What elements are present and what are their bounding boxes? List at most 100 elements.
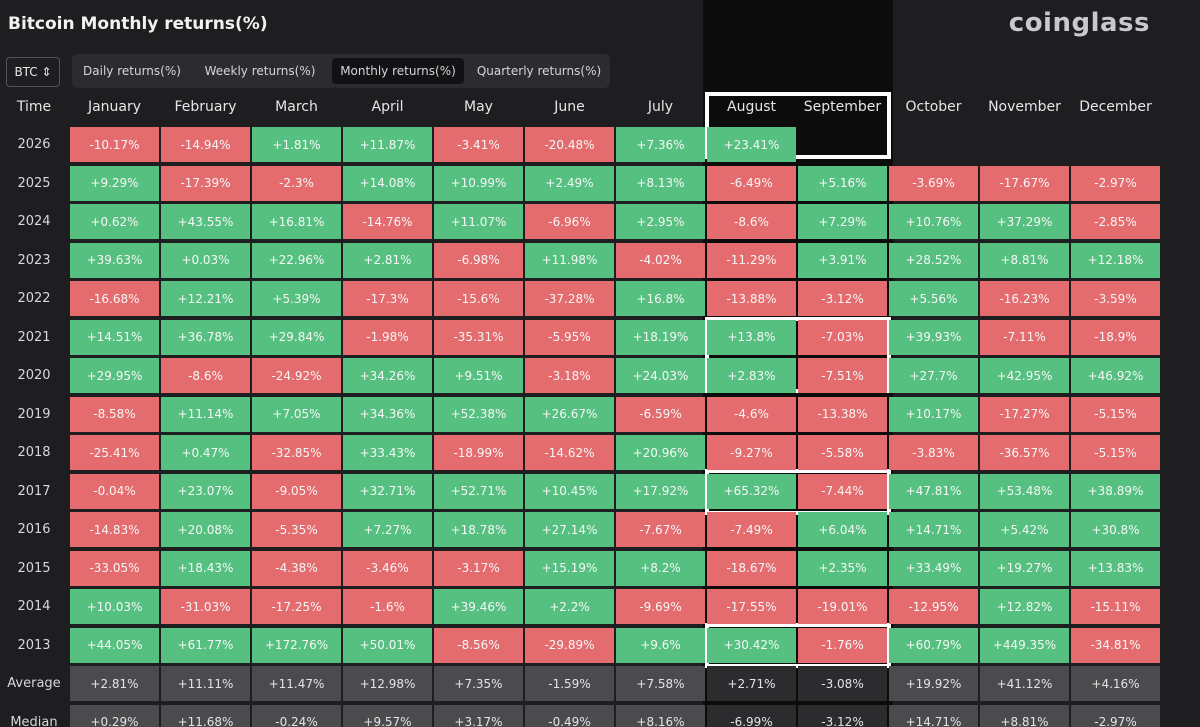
return-cell: -31.03% — [161, 589, 250, 624]
return-cell: -2.85% — [1071, 204, 1160, 239]
summary-cell: +19.92% — [889, 666, 978, 701]
return-cell: -5.35% — [252, 512, 341, 547]
return-cell: +0.47% — [161, 435, 250, 470]
return-cell: +29.95% — [70, 358, 159, 393]
return-cell: -8.6% — [161, 358, 250, 393]
return-cell: -17.39% — [161, 165, 250, 201]
tab[interactable]: Quarterly returns(%) — [476, 64, 602, 78]
return-cell: -14.62% — [525, 435, 614, 470]
return-cell: +46.92% — [1071, 358, 1160, 393]
return-cell: +2.81% — [343, 242, 432, 278]
return-cell: -3.17% — [434, 550, 523, 586]
row-label: 2020 — [17, 368, 51, 383]
summary-cell: -0.24% — [252, 704, 341, 727]
column-header: December — [1079, 99, 1152, 115]
return-cell: +16.8% — [616, 281, 705, 316]
return-cell: +2.83% — [707, 358, 796, 393]
return-cell: -3.18% — [525, 358, 614, 393]
return-cell: +13.83% — [1071, 550, 1160, 586]
return-cell: -9.05% — [252, 473, 341, 509]
return-cell: +14.71% — [889, 512, 978, 547]
return-cell: +14.51% — [70, 319, 159, 355]
return-cell: -3.46% — [343, 550, 432, 586]
return-cell: +42.95% — [980, 358, 1069, 393]
return-cell: -8.58% — [70, 396, 159, 432]
return-cell: +12.18% — [1071, 242, 1160, 278]
summary-cell: -3.08% — [798, 666, 887, 701]
return-cell: +50.01% — [343, 627, 432, 663]
return-cell: +11.07% — [434, 204, 523, 239]
return-cell: +10.45% — [525, 473, 614, 509]
tab[interactable]: Monthly returns(%) — [332, 58, 464, 84]
return-cell: +2.49% — [525, 165, 614, 201]
tab[interactable]: Weekly returns(%) — [204, 64, 316, 78]
return-cell: +11.14% — [161, 396, 250, 432]
row-label: 2024 — [17, 214, 51, 229]
column-header: August — [727, 99, 776, 115]
summary-cell: +2.81% — [70, 666, 159, 701]
return-cell: -15.6% — [434, 281, 523, 316]
tab[interactable]: Daily returns(%) — [83, 64, 181, 78]
coin-selector[interactable]: BTC ⇕ — [6, 57, 60, 87]
summary-cell: +0.29% — [70, 704, 159, 727]
return-cell: -5.15% — [1071, 435, 1160, 470]
row-label: 2015 — [17, 560, 51, 576]
summary-cell: -0.49% — [525, 704, 614, 727]
return-cell: -19.01% — [798, 589, 887, 624]
row-label: Average — [7, 676, 61, 691]
return-cell: -25.41% — [70, 435, 159, 470]
return-cell: +30.42% — [707, 627, 796, 663]
return-cell: +32.71% — [343, 473, 432, 509]
return-cell: +6.04% — [798, 512, 887, 547]
row-label: 2022 — [17, 291, 51, 306]
summary-cell: -6.99% — [707, 704, 796, 727]
column-header: February — [174, 99, 237, 115]
return-cell: +1.81% — [252, 127, 341, 162]
return-cell: +11.87% — [343, 127, 432, 162]
summary-cell: +11.47% — [252, 666, 341, 701]
return-cell: +12.21% — [161, 281, 250, 316]
return-cell: -12.95% — [889, 589, 978, 624]
return-cell: +11.98% — [525, 242, 614, 278]
return-cell: -18.67% — [707, 550, 796, 586]
return-cell: -29.89% — [525, 627, 614, 663]
return-cell: -13.38% — [798, 396, 887, 432]
return-cell: +24.03% — [616, 358, 705, 393]
highlight-box — [705, 92, 891, 159]
return-cell: +10.76% — [889, 204, 978, 239]
summary-cell: +9.57% — [343, 704, 432, 727]
return-cell: -4.6% — [707, 396, 796, 432]
return-cell: -8.6% — [707, 204, 796, 239]
return-cell: +26.67% — [525, 396, 614, 432]
return-cell: +65.32% — [707, 473, 796, 509]
return-cell: -3.41% — [434, 127, 523, 162]
return-cell: -35.31% — [434, 319, 523, 355]
return-cell: +2.2% — [525, 589, 614, 624]
return-cell: +36.78% — [161, 319, 250, 355]
return-cell: +10.99% — [434, 165, 523, 201]
return-cell: -13.88% — [707, 281, 796, 316]
return-cell: +8.13% — [616, 165, 705, 201]
column-header: October — [905, 99, 962, 115]
return-cell: -15.11% — [1071, 589, 1160, 624]
return-cell: -14.94% — [161, 127, 250, 162]
return-cell: -6.96% — [525, 204, 614, 239]
return-cell: -11.29% — [707, 242, 796, 278]
summary-cell: -3.12% — [798, 704, 887, 727]
column-header: March — [275, 99, 318, 115]
row-label: 2025 — [17, 175, 51, 191]
return-cell: -1.98% — [343, 319, 432, 355]
row-label: 2017 — [17, 483, 51, 499]
return-cell: -3.83% — [889, 435, 978, 470]
return-cell: +0.03% — [161, 242, 250, 278]
return-cell: -2.3% — [252, 165, 341, 201]
return-cell: +23.41% — [707, 127, 796, 162]
return-cell: +12.82% — [980, 589, 1069, 624]
return-cell: +2.95% — [616, 204, 705, 239]
return-cell: -20.48% — [525, 127, 614, 162]
return-cell: -3.59% — [1071, 281, 1160, 316]
return-cell: -18.9% — [1071, 319, 1160, 355]
row-label: 2018 — [17, 445, 51, 460]
return-cell: +39.93% — [889, 319, 978, 355]
